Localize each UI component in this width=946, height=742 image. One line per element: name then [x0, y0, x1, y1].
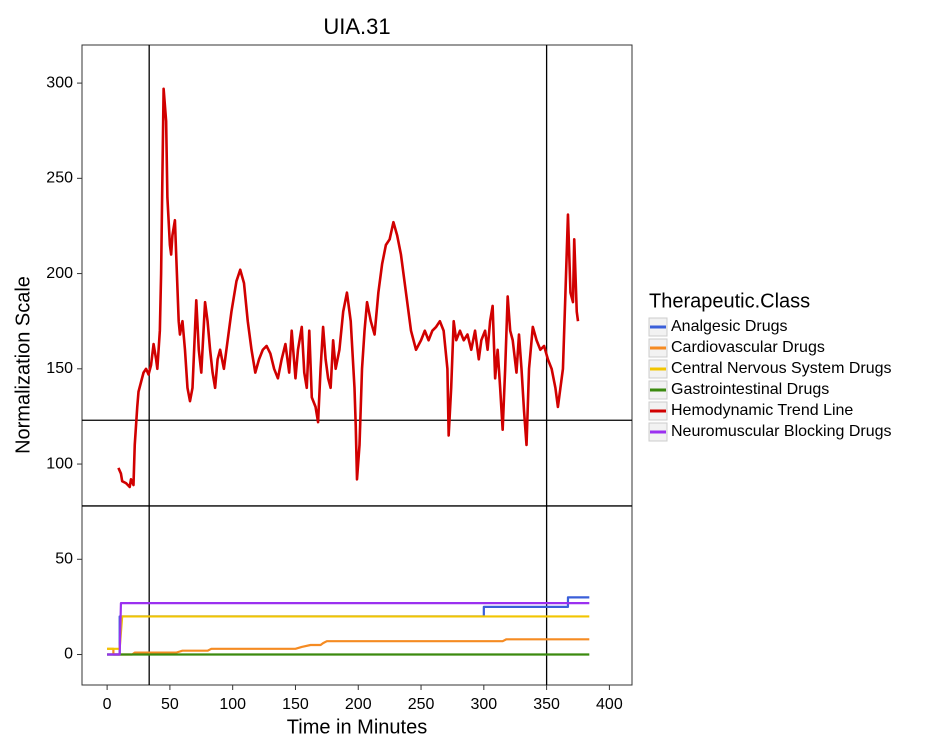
- x-axis-label: Time in Minutes: [287, 716, 427, 738]
- chart-title: UIA.31: [323, 14, 390, 39]
- legend-label: Neuromuscular Blocking Drugs: [671, 423, 892, 440]
- legend-title: Therapeutic.Class: [649, 290, 810, 312]
- y-tick-label: 0: [64, 646, 73, 663]
- x-tick-label: 400: [596, 696, 623, 713]
- y-tick-label: 300: [46, 74, 73, 91]
- plot-frame: [81, 44, 633, 686]
- y-tick-label: 150: [46, 360, 73, 377]
- legend-label: Analgesic Drugs: [671, 318, 788, 335]
- x-tick-label: 0: [103, 696, 112, 713]
- x-tick-label: 350: [533, 696, 560, 713]
- data-line: [117, 87, 580, 489]
- x-tick-label: 300: [470, 696, 497, 713]
- y-tick-label: 200: [46, 265, 73, 282]
- legend-label: Gastrointestinal Drugs: [671, 381, 829, 398]
- legend-label: Hemodynamic Trend Line: [671, 402, 853, 419]
- x-tick-label: 200: [345, 696, 372, 713]
- y-axis-label: Normalization Scale: [12, 276, 34, 454]
- legend-label: Central Nervous System Drugs: [671, 360, 892, 377]
- y-tick-label: 100: [46, 455, 73, 472]
- x-tick-label: 100: [219, 696, 246, 713]
- x-tick-label: 250: [408, 696, 435, 713]
- y-tick-label: 50: [55, 551, 73, 568]
- legend-label: Cardiovascular Drugs: [671, 339, 825, 356]
- x-tick-label: 50: [161, 696, 179, 713]
- data-line: [107, 602, 590, 656]
- x-tick-label: 150: [282, 696, 309, 713]
- y-tick-label: 250: [46, 170, 73, 187]
